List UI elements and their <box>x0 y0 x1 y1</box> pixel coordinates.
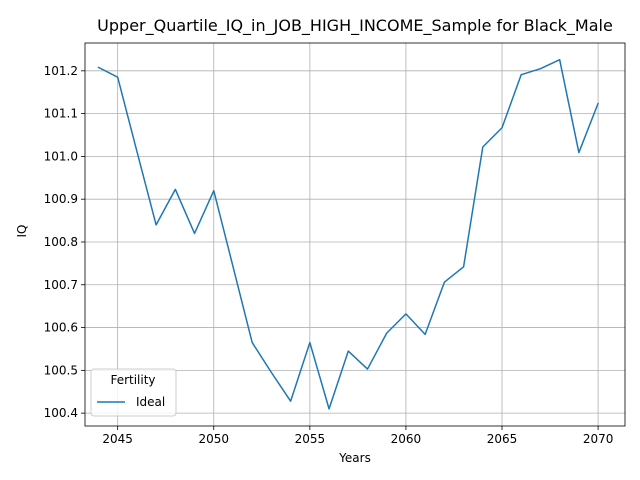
grid <box>85 43 625 426</box>
y-tick-label: 100.5 <box>44 363 78 377</box>
x-tick-label: 2065 <box>487 432 518 446</box>
y-tick-label: 100.7 <box>44 278 78 292</box>
y-tick-label: 100.9 <box>44 192 78 206</box>
plot-frame <box>84 42 626 427</box>
x-tick-label: 2045 <box>102 432 133 446</box>
legend-title: Fertility <box>110 373 155 387</box>
x-axis-label: Years <box>338 451 371 465</box>
series-line-0 <box>97 58 599 410</box>
y-tick-label: 100.6 <box>44 321 78 335</box>
legend: Fertility Ideal <box>90 368 177 417</box>
y-axis-label: IQ <box>15 225 29 238</box>
y-tick-label: 100.4 <box>44 406 78 420</box>
chart-title: Upper_Quartile_IQ_in_JOB_HIGH_INCOME_Sam… <box>97 16 613 36</box>
x-tick-label: 2070 <box>583 432 614 446</box>
legend-entry-label: Ideal <box>136 395 165 409</box>
y-tick-label: 101.2 <box>44 64 78 78</box>
y-tick-label: 101.1 <box>44 107 78 121</box>
x-tick-label: 2060 <box>391 432 422 446</box>
series-layer <box>97 58 599 410</box>
y-axis: 100.4 100.5 100.6 100.7 100.8 100.9 101.0 101.1… <box>44 64 85 420</box>
y-tick-label: 101.0 <box>44 149 78 163</box>
x-tick-label: 2050 <box>198 432 229 446</box>
legend-box <box>90 368 177 417</box>
x-axis: 2045 2050 2055 2060 2065 2070 <box>102 426 613 446</box>
y-tick-label: 100.8 <box>44 235 78 249</box>
x-tick-label: 2055 <box>295 432 326 446</box>
